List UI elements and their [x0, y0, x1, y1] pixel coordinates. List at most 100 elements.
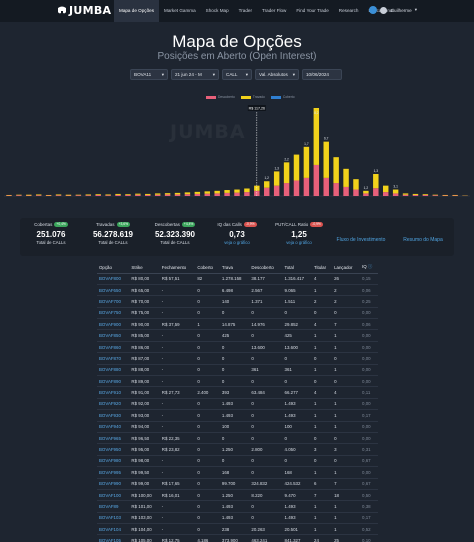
bar-segment[interactable]: [204, 193, 210, 196]
bar-segment[interactable]: [45, 195, 52, 196]
cell-option[interactable]: BOVAF105: [97, 534, 130, 542]
cell-option[interactable]: BOVAF880: [97, 364, 130, 377]
bar-segment[interactable]: [402, 193, 409, 195]
cell-option[interactable]: BOVAF104: [97, 523, 130, 536]
bar-segment[interactable]: [422, 194, 429, 196]
bar-segment[interactable]: [303, 146, 310, 178]
column-header-descoberto[interactable]: Descoberto: [249, 262, 283, 274]
bar-segment[interactable]: [244, 188, 250, 193]
bar-segment[interactable]: [412, 194, 419, 196]
bar-segment[interactable]: [273, 171, 280, 186]
bar-segment[interactable]: [273, 185, 280, 196]
bar-segment[interactable]: [392, 189, 399, 194]
cell-option[interactable]: BOVAF850: [97, 329, 130, 342]
bar-segment[interactable]: [283, 162, 290, 184]
legend-item-coberto[interactable]: Coberto: [270, 95, 295, 99]
bar-segment[interactable]: [313, 108, 320, 165]
bar-segment[interactable]: [353, 189, 359, 196]
table-row[interactable]: BOVAF700 R$ 70,00-0 140 1.371 1.511 2 2 0,25: [97, 295, 378, 308]
bar-segment[interactable]: [174, 192, 181, 195]
nav-find-your-trade[interactable]: Find Your Trade: [296, 8, 329, 13]
bar-segment[interactable]: [224, 192, 230, 196]
bar-segment[interactable]: [264, 187, 270, 196]
bar-segment[interactable]: [16, 194, 22, 196]
bar-segment[interactable]: [363, 193, 369, 196]
bar-segment[interactable]: [214, 193, 220, 196]
bar-segment[interactable]: [353, 179, 359, 190]
bar-segment[interactable]: [323, 177, 329, 196]
bar-segment[interactable]: [224, 190, 230, 193]
table-row[interactable]: BOVAF990 R$ 99,00 R$ 17,65 0 99.700 324.832 42…: [97, 478, 378, 490]
bar-segment[interactable]: [105, 195, 111, 196]
bar-segment[interactable]: [115, 193, 121, 195]
table-row[interactable]: BOVAF105 R$ 105,00 R$ 12,75 4.186 373.900 463…: [97, 534, 378, 542]
nav-market-gamma[interactable]: Market Gamma: [164, 8, 196, 13]
bar-segment[interactable]: [115, 194, 121, 196]
column-header-coberto[interactable]: Coberto: [195, 262, 220, 274]
bar-segment[interactable]: [194, 193, 201, 196]
bar-segment[interactable]: [244, 192, 250, 196]
bar-segment[interactable]: [333, 157, 339, 184]
bar-segment[interactable]: [343, 186, 349, 196]
cell-option[interactable]: BOVAF965: [97, 432, 130, 445]
logo[interactable]: JUMBA: [57, 4, 111, 17]
table-row[interactable]: BOVAF850 R$ 85,00-0 425 0 425 1 1 0,00: [97, 329, 378, 342]
bar-segment[interactable]: [204, 191, 210, 194]
bar-segment[interactable]: [442, 195, 448, 196]
bar-segment[interactable]: [145, 193, 151, 195]
table-row[interactable]: BOVAF930 R$ 93,00-0 1.493 0 1.493 1 1 0,17: [97, 409, 378, 422]
column-header-total[interactable]: Total: [282, 262, 313, 274]
legend-item-descoberto[interactable]: Descoberto: [206, 95, 235, 99]
table-row[interactable]: BOVAF860 R$ 86,00-0 0 13.600 13.600 1 1 0,00: [97, 341, 378, 354]
nav-research[interactable]: Research: [338, 8, 359, 13]
bar-segment[interactable]: [293, 180, 300, 196]
bar-segment[interactable]: [343, 168, 349, 187]
bar-segment[interactable]: [135, 194, 141, 196]
bar-segment[interactable]: [85, 194, 92, 196]
bar-segment[interactable]: [234, 192, 240, 196]
table-row[interactable]: BOVAF940 R$ 94,00-0 100 0 100 1 1 0,00: [97, 421, 378, 433]
bar-segment[interactable]: [35, 194, 42, 196]
bar-segment[interactable]: [184, 192, 191, 195]
bar-segment[interactable]: [6, 195, 12, 196]
user-menu[interactable]: Guilherme ▾: [369, 6, 417, 14]
column-header-titular[interactable]: Titular: [312, 262, 333, 274]
bar-segment[interactable]: [373, 174, 379, 189]
bar-segment[interactable]: [303, 177, 310, 196]
bar-segment[interactable]: [35, 195, 42, 196]
bar-segment[interactable]: [26, 195, 32, 196]
table-row[interactable]: BOVAF880 R$ 88,00-0 0 361 361 1 1 0,00: [97, 364, 378, 377]
bar-segment[interactable]: [264, 181, 270, 188]
table-row[interactable]: BOVAF750 R$ 75,00-0 0 0 0 0 0 0,00: [97, 307, 378, 320]
bar-segment[interactable]: [422, 194, 429, 195]
cell-option[interactable]: BOVAF910: [97, 386, 130, 399]
bar-segment[interactable]: [45, 194, 52, 196]
bar-segment[interactable]: [65, 194, 72, 196]
chart-link[interactable]: veja o gráfico: [286, 240, 312, 245]
asset-select[interactable]: BOVA11 ▾: [130, 69, 168, 80]
nav-shock-map[interactable]: Shock Map: [205, 8, 229, 13]
cell-option[interactable]: BOVAF103: [97, 512, 130, 525]
cell-option[interactable]: BOVAF700: [97, 295, 130, 308]
bar-segment[interactable]: [95, 194, 101, 195]
bar-segment[interactable]: [293, 154, 300, 181]
bar-segment[interactable]: [105, 194, 111, 196]
table-row[interactable]: BOVAF870 R$ 87,00-0 0 0 0 0 0 0,00: [97, 352, 378, 365]
table-row[interactable]: BOVAF650 R$ 65,00-0 6.498 2.567 9.065 1 2 0,06: [97, 284, 378, 297]
date-field[interactable]: 10/06/2024: [302, 69, 342, 80]
telegram-icon[interactable]: [369, 6, 378, 14]
legend-item-travado[interactable]: Travado: [240, 95, 265, 99]
bar-segment[interactable]: [154, 193, 161, 195]
resumo-mapa-link[interactable]: Resumo do Mapa: [403, 237, 443, 243]
bar-segment[interactable]: [26, 194, 32, 196]
table-row[interactable]: BOVAF900 R$ 90,00 R$ 37,59 1 14.875 14.976 29.…: [97, 318, 378, 331]
column-header-lancador[interactable]: Lançador: [332, 262, 361, 274]
chart-link[interactable]: veja o gráfico: [224, 240, 250, 245]
bar-segment[interactable]: [65, 195, 72, 196]
table-row[interactable]: BOVAF100 R$ 100,00 R$ 16,01 0 1.250 8.220 9.47…: [97, 489, 378, 502]
bar-segment[interactable]: [333, 183, 339, 196]
bar-segment[interactable]: [194, 191, 201, 194]
bar-segment[interactable]: [412, 193, 419, 195]
bar-segment[interactable]: [75, 194, 82, 196]
cell-option[interactable]: BOVAF650: [97, 284, 130, 297]
